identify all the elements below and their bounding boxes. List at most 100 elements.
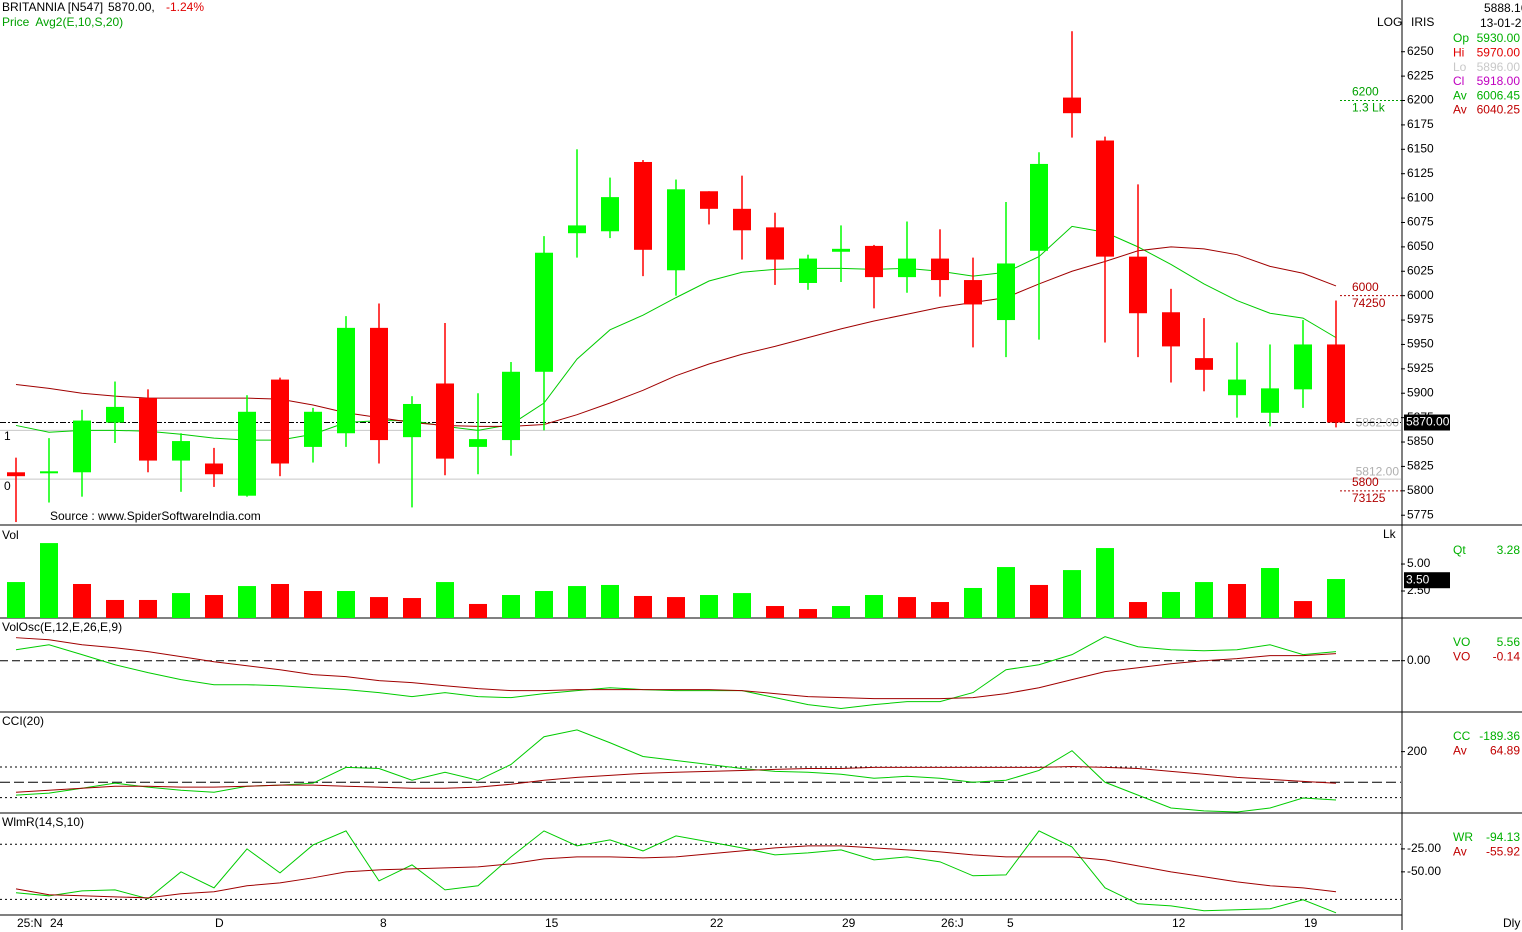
readout-value: 64.89 <box>1490 743 1520 757</box>
subtitle: Price Avg2(E,10,S,20) <box>2 15 123 29</box>
candle-body <box>700 191 718 209</box>
readout-key: VO <box>1453 649 1470 663</box>
volume-bar <box>1030 584 1048 618</box>
y-tick-label: 6200 <box>1407 93 1434 107</box>
panel-title: VolOsc(E,12,E,26,E,9) <box>2 620 122 634</box>
y-tick-label: 200 <box>1407 744 1427 758</box>
readout-key: Hi <box>1453 45 1464 59</box>
readout-value: -55.92 <box>1486 844 1520 858</box>
ref-label: 5812.00 <box>1356 464 1400 478</box>
volume-bar <box>337 591 355 618</box>
candle-body <box>931 258 949 281</box>
readout-key: CC <box>1453 729 1471 743</box>
readout-value: -189.36 <box>1479 729 1520 743</box>
y-tick-label: 5775 <box>1407 507 1434 521</box>
cursor-value: 5888.16 <box>1484 1 1522 15</box>
volume-bar <box>964 587 982 618</box>
candle-body <box>997 263 1015 321</box>
candle-body <box>733 208 751 231</box>
period-label: Dly <box>1503 916 1520 930</box>
y-tick-label: -50.00 <box>1407 864 1441 878</box>
volume-bar <box>1228 583 1246 618</box>
x-tick-label: 22 <box>710 916 724 930</box>
volume-bar <box>1096 548 1114 618</box>
candle-body <box>502 371 520 441</box>
y-tick-label: 6175 <box>1407 117 1434 131</box>
level-value: 6200 <box>1352 85 1379 99</box>
candle-body <box>601 197 619 232</box>
candle-body <box>1096 140 1114 257</box>
readout-key: Av <box>1453 88 1467 102</box>
y-tick-label: 6075 <box>1407 215 1434 229</box>
level-note: 73125 <box>1352 491 1386 505</box>
candle-body <box>799 258 817 283</box>
readout-value: 5970.00 <box>1477 45 1521 59</box>
volume-bar <box>1261 568 1279 618</box>
change-text: -1.24% <box>166 0 204 14</box>
volume-bar <box>535 591 553 618</box>
candle-body <box>271 379 289 464</box>
volume-bar <box>700 595 718 618</box>
readout-key: Cl <box>1453 74 1464 88</box>
y-tick-label: 6125 <box>1407 166 1434 180</box>
candle-body <box>1327 344 1345 423</box>
y-tick-label: 5975 <box>1407 312 1434 326</box>
volume-bar <box>1195 582 1213 618</box>
volume-bar <box>139 599 157 618</box>
indicator-line <box>15 729 1337 813</box>
last-value-label: 3.50 <box>1406 572 1430 586</box>
unit-label: Lk <box>1383 527 1397 541</box>
readout-value: -0.14 <box>1493 649 1521 663</box>
candle-body <box>1294 344 1312 390</box>
candle-body <box>1030 163 1048 251</box>
last-value-tag <box>1404 572 1450 589</box>
candle-body <box>337 327 355 434</box>
volume-bar <box>172 593 190 618</box>
y-tick-label: 5800 <box>1407 483 1434 497</box>
indicator-line <box>15 636 1337 710</box>
readout-key: WR <box>1453 830 1473 844</box>
readout-key: Qt <box>1453 543 1466 557</box>
level-value: 5800 <box>1352 475 1379 489</box>
y-tick-label: 6225 <box>1407 68 1434 82</box>
candle-body <box>172 441 190 461</box>
readout-key: Av <box>1453 844 1467 858</box>
x-tick-label: 19 <box>1304 916 1318 930</box>
scale-label: LOG <box>1377 15 1402 29</box>
volume-bar <box>832 606 850 618</box>
readout-value: 3.28 <box>1497 543 1521 557</box>
x-tick-label: 12 <box>1172 916 1186 930</box>
candle-body <box>139 398 157 461</box>
panel-title: WlmR(14,S,10) <box>2 815 84 829</box>
volume-bar <box>304 591 322 618</box>
volume-bar <box>106 599 124 618</box>
y-tick-label: 6025 <box>1407 263 1434 277</box>
candle-body <box>403 403 421 438</box>
y-tick-label: 0.00 <box>1407 653 1431 667</box>
panel-title: Vol <box>2 528 19 542</box>
readout-value: 6006.45 <box>1477 88 1521 102</box>
volume-bar <box>1327 579 1345 618</box>
volume-bar <box>667 597 685 618</box>
moving-average <box>15 225 1337 441</box>
level-note: 74250 <box>1352 296 1386 310</box>
candle-body <box>1063 97 1081 114</box>
left-label: 1 <box>4 429 11 443</box>
candle-body <box>832 248 850 252</box>
readout-key: Av <box>1453 103 1467 117</box>
indicator-line <box>15 637 1337 700</box>
candle-body <box>1129 256 1147 314</box>
y-tick-label: 6250 <box>1407 44 1434 58</box>
volume-bar <box>931 602 949 618</box>
volume-bar <box>238 586 256 618</box>
readout-value: 5918.00 <box>1477 74 1521 88</box>
readout-value: 5896.00 <box>1477 60 1521 74</box>
candle-body <box>40 471 58 474</box>
candle-body <box>1261 388 1279 413</box>
volume-bar <box>601 584 619 618</box>
y-tick-label: 5900 <box>1407 385 1434 399</box>
x-tick-label: 25:N <box>17 916 42 930</box>
candle-body <box>205 463 223 475</box>
